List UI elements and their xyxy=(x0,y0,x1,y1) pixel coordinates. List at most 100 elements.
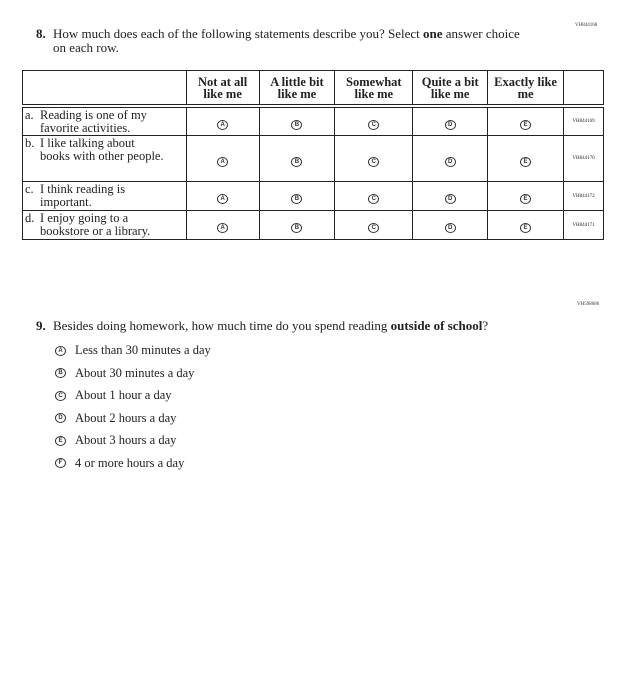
answer-option[interactable]: B About 30 minutes a day xyxy=(55,366,194,381)
answer-option[interactable]: D About 2 hours a day xyxy=(55,411,176,426)
text: answer choice on each row. xyxy=(53,26,520,55)
option-label: About 2 hours a day xyxy=(75,410,177,425)
answer-bubble[interactable]: E xyxy=(520,156,532,167)
answer-bubble[interactable]: F xyxy=(55,458,66,468)
text: ? xyxy=(482,318,489,333)
answer-bubble[interactable]: C xyxy=(55,390,66,401)
answer-bubble[interactable]: E xyxy=(55,435,66,446)
answer-bubble[interactable]: A xyxy=(217,194,229,204)
answer-bubble[interactable]: C xyxy=(368,223,380,233)
statement-rest: books with other people. xyxy=(40,148,164,163)
table-row: d. I enjoy going to a bookstore or a libra… xyxy=(22,210,604,240)
answer-cell: C xyxy=(334,105,414,136)
answer-cell: A xyxy=(185,135,260,182)
answer-cell: A xyxy=(185,210,260,240)
answer-bubble[interactable]: D xyxy=(444,119,456,130)
option-label: 4 or more hours a day xyxy=(75,455,185,470)
answer-bubble[interactable]: B xyxy=(291,194,303,204)
statement-cell: c. I think reading is important. xyxy=(22,181,187,211)
item-code: VH598686 xyxy=(577,302,600,307)
answer-cell: B xyxy=(258,105,336,136)
option-label: About 30 minutes a day xyxy=(75,365,195,380)
statement-rest: favorite activities. xyxy=(40,120,131,135)
corner-cell xyxy=(22,70,187,108)
item-code: VH844168 xyxy=(575,23,598,28)
likert-table: Not at all like me A little bit like me … xyxy=(22,70,604,240)
table-row: b. I like talking about books with other p… xyxy=(22,135,604,182)
answer-cell: B xyxy=(258,181,336,211)
column-header: Somewhat like me xyxy=(334,70,414,108)
answer-cell: E xyxy=(487,105,564,136)
statement-line: I enjoy going to a xyxy=(40,211,129,225)
answer-option[interactable]: F 4 or more hours a day xyxy=(55,456,184,471)
answer-cell: C xyxy=(334,181,414,211)
row-letter: c. xyxy=(25,182,34,196)
answer-cell: B xyxy=(258,210,336,240)
answer-bubble[interactable]: A xyxy=(217,119,229,130)
answer-bubble[interactable]: E xyxy=(520,223,532,233)
option-label: About 1 hour a day xyxy=(75,388,172,402)
statement-line: I like talking about xyxy=(40,136,135,150)
emphasis: one xyxy=(423,26,443,41)
text: How much does each of the following stat… xyxy=(53,26,424,41)
answer-cell: C xyxy=(334,210,414,240)
answer-bubble[interactable]: E xyxy=(520,194,532,204)
answer-bubble[interactable]: B xyxy=(291,119,303,130)
item-code: VH844170 xyxy=(563,135,604,182)
statement-rest: bookstore or a library. xyxy=(40,223,151,238)
answer-bubble[interactable]: A xyxy=(55,345,66,356)
answer-option[interactable]: E About 3 hours a day xyxy=(55,433,176,448)
answer-bubble[interactable]: D xyxy=(444,156,456,167)
answer-option[interactable]: C About 1 hour a day xyxy=(55,388,172,403)
answer-cell: C xyxy=(334,135,414,182)
answer-bubble[interactable]: B xyxy=(291,223,303,233)
item-code: VH844172 xyxy=(563,181,604,211)
column-header: Not at all like me xyxy=(185,70,260,108)
answer-cell: D xyxy=(412,105,489,136)
table-row: a. Reading is one of my favorite activitie… xyxy=(22,105,604,136)
answer-cell: D xyxy=(412,210,489,240)
item-code: VH844169 xyxy=(563,105,604,136)
row-letter: a. xyxy=(25,108,34,122)
table-row: c. I think reading is important. A B C D E VH844… xyxy=(22,181,604,211)
answer-bubble[interactable]: C xyxy=(368,119,380,130)
answer-bubble[interactable]: A xyxy=(217,223,229,233)
emphasis: outside of school xyxy=(390,318,483,333)
answer-bubble[interactable]: A xyxy=(217,156,229,167)
answer-cell: E xyxy=(487,135,564,182)
answer-option[interactable]: A Less than 30 minutes a day xyxy=(55,343,211,358)
answer-bubble[interactable]: D xyxy=(444,194,456,204)
answer-bubble[interactable]: C xyxy=(368,194,380,204)
statement-rest: important. xyxy=(40,194,92,209)
answer-cell: A xyxy=(185,181,260,211)
answer-bubble[interactable]: B xyxy=(55,368,66,378)
answer-bubble[interactable]: B xyxy=(291,156,303,167)
answer-bubble[interactable]: C xyxy=(368,156,380,167)
statement-line: I think reading is xyxy=(40,182,126,196)
option-label: Less than 30 minutes a day xyxy=(75,343,211,357)
answer-cell: B xyxy=(258,135,336,182)
column-header: A little bit like me xyxy=(258,70,336,108)
answer-cell: A xyxy=(185,105,260,136)
question-text: Besides doing homework, how much time do… xyxy=(53,319,488,333)
text: Besides doing homework, how much time do… xyxy=(53,318,391,333)
question-number: 8. xyxy=(36,26,46,41)
row-letter: d. xyxy=(25,211,35,225)
answer-bubble[interactable]: E xyxy=(520,119,532,130)
answer-bubble[interactable]: D xyxy=(55,413,66,423)
question-text: How much does each of the following stat… xyxy=(53,27,533,55)
statement-cell: a. Reading is one of my favorite activitie… xyxy=(22,105,187,136)
statement-cell: d. I enjoy going to a bookstore or a libra… xyxy=(22,210,187,240)
statement-line: Reading is one of my xyxy=(40,108,147,122)
answer-cell: E xyxy=(487,181,564,211)
item-code: VH844171 xyxy=(563,210,604,240)
column-header: Quite a bit like me xyxy=(412,70,489,108)
option-label: About 3 hours a day xyxy=(75,433,177,447)
answer-cell: D xyxy=(412,181,489,211)
answer-cell: E xyxy=(487,210,564,240)
statement-cell: b. I like talking about books with other p… xyxy=(22,135,187,182)
answer-cell: D xyxy=(412,135,489,182)
row-letter: b. xyxy=(25,136,35,150)
answer-bubble[interactable]: D xyxy=(444,223,456,233)
